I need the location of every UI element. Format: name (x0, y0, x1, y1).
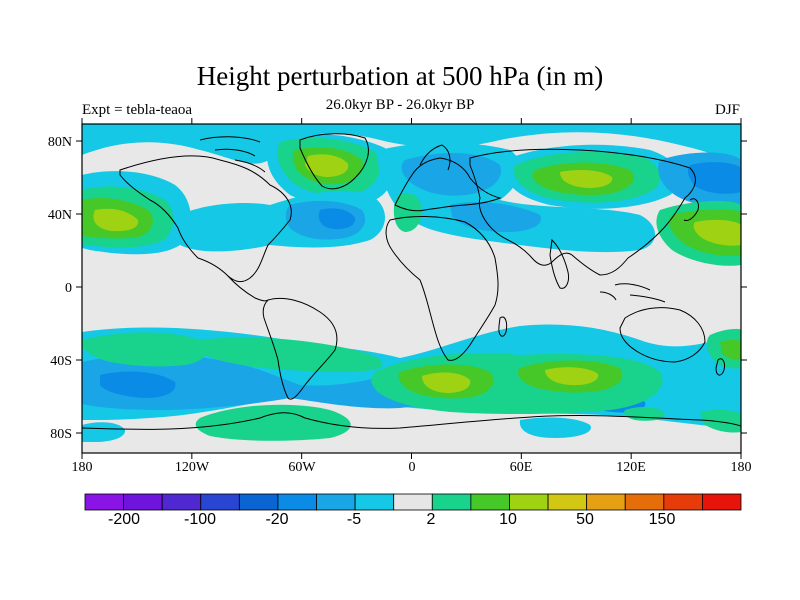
lon-tick-label: 180 (72, 460, 93, 475)
season-label: DJF (714, 102, 740, 118)
colorbar-swatch (200, 493, 240, 511)
coast-africa (385, 215, 499, 361)
colorbar-label: -20 (265, 511, 288, 528)
sh-right-lightgreen (720, 339, 741, 361)
coast-antarctica (82, 412, 741, 430)
colorbar-swatch (624, 493, 665, 511)
colorbar-swatch (470, 493, 510, 511)
colorbar-label: 50 (576, 511, 594, 528)
colorbar-swatch (702, 493, 742, 511)
antarctic-green (195, 404, 351, 441)
colorbar-swatch (123, 493, 163, 511)
japan-darkblue (687, 162, 741, 194)
colorbar-label: 2 (427, 511, 436, 528)
npacific-yellowgreen (93, 208, 139, 232)
colorbar (84, 493, 742, 511)
colorbar-label: -200 (108, 511, 140, 528)
colorbar-label: 150 (649, 511, 676, 528)
natlantic-darkblue (318, 208, 356, 230)
antarctic-right-green (700, 409, 741, 433)
coast-scandinavia (419, 144, 451, 171)
lon-tick-label: 0 (409, 460, 416, 475)
colorbar-swatch (547, 493, 588, 511)
sind-yellow (545, 367, 599, 386)
antarctic-cyan-2 (82, 422, 126, 442)
coast-japan (683, 198, 699, 221)
coast-se-asia (599, 283, 666, 303)
lat-tick-labels: 80N 40N 0 40S 80S (48, 135, 72, 442)
lat-tick-label: 80N (48, 135, 72, 150)
med-green (393, 193, 423, 232)
colorbar-swatch (509, 493, 549, 511)
sh-darkblue (100, 371, 176, 398)
experiment-label: Expt = tebla-teaoa (82, 102, 193, 118)
colorbar-label: -5 (347, 511, 361, 528)
colorbar-swatch (393, 493, 433, 511)
height-perturbation-field (82, 124, 741, 442)
plot-title: Height perturbation at 500 hPa (in m) (196, 61, 604, 91)
spac-green-2 (200, 337, 383, 372)
coastlines (82, 133, 741, 430)
satl-yellow (422, 372, 471, 393)
colorbar-swatch (238, 493, 279, 511)
coast-australia (619, 307, 706, 363)
coast-north-america (119, 155, 292, 283)
coast-south-america (262, 297, 338, 400)
lon-tick-label: 180 (731, 460, 752, 475)
coast-madagascar (498, 316, 508, 337)
lat-tick-label: 40S (50, 354, 72, 369)
axis-ticks (76, 118, 747, 459)
colorbar-label: 10 (499, 511, 517, 528)
plot-subtitle: 26.0kyr BP - 26.0kyr BP (325, 97, 475, 113)
lon-tick-labels: 180 120W 60W 0 60E 120E 180 (72, 460, 752, 475)
lon-tick-label: 120W (175, 460, 210, 475)
epacific-yellow (693, 219, 741, 246)
colorbar-swatch (586, 493, 626, 511)
colorbar-swatch (663, 493, 703, 511)
lon-tick-label: 60W (288, 460, 316, 475)
eurasia-blue-2 (450, 202, 541, 232)
lat-tick-label: 40N (48, 208, 72, 223)
colorbar-swatch (354, 493, 395, 511)
greenland-yellow (305, 154, 349, 177)
colorbar-label: -100 (184, 511, 216, 528)
colorbar-swatch (277, 493, 317, 511)
spac-green (82, 332, 208, 367)
colorbar-swatch (431, 493, 472, 511)
coast-new-zealand (715, 358, 725, 376)
lat-tick-label: 80S (50, 427, 72, 442)
coast-greenland (299, 133, 369, 190)
colorbar-swatch (84, 493, 124, 511)
siberia-yellow (560, 169, 613, 188)
lon-tick-label: 60E (510, 460, 533, 475)
antarctic-cyan (519, 417, 591, 438)
sh-blue-band (82, 354, 480, 410)
colorbar-swatch (316, 493, 356, 511)
lat-tick-label: 0 (65, 281, 72, 296)
colorbar-labels: -200 -100 -20 -5 2 10 50 150 (108, 511, 675, 528)
lon-tick-label: 120E (616, 460, 646, 475)
coast-central-america (227, 275, 269, 302)
coast-asia (469, 148, 696, 276)
coast-arctic-islands (199, 136, 266, 173)
colorbar-swatch (161, 493, 202, 511)
coast-india (549, 238, 569, 289)
coast-europe (394, 157, 502, 212)
